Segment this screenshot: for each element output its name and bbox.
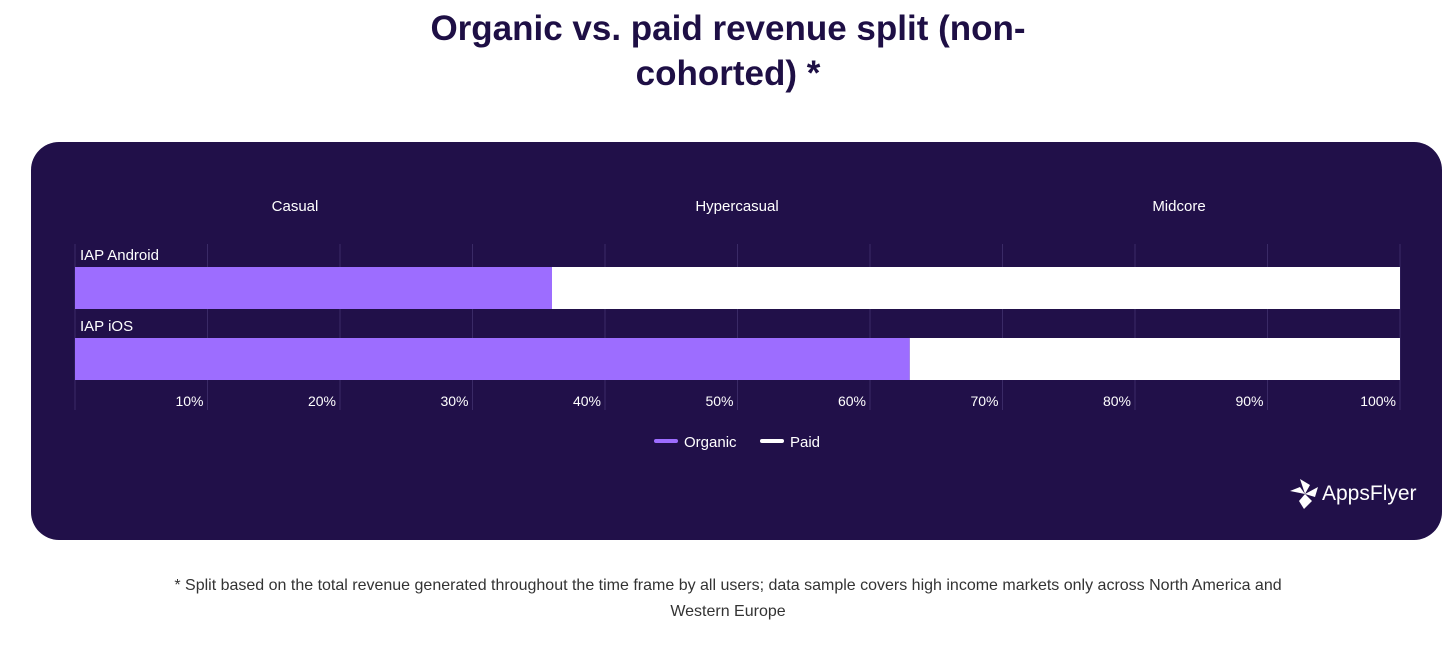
column-header: Hypercasual xyxy=(695,198,778,215)
category-label: IAP Android xyxy=(80,247,159,264)
x-tick-label: 50% xyxy=(705,393,733,409)
legend-label: Organic xyxy=(684,434,737,451)
logo-text: AppsFlyer xyxy=(1322,482,1417,505)
column-header: Midcore xyxy=(1152,198,1205,215)
x-tick-label: 60% xyxy=(838,393,866,409)
bar-organic xyxy=(75,267,552,309)
x-tick-label: 70% xyxy=(970,393,998,409)
legend-swatch-organic xyxy=(654,439,678,443)
x-tick-label: 100% xyxy=(1360,393,1396,409)
bar-paid xyxy=(552,267,1400,309)
x-tick-label: 30% xyxy=(440,393,468,409)
column-header: Casual xyxy=(272,198,319,215)
category-label: IAP iOS xyxy=(80,318,133,335)
x-tick-label: 20% xyxy=(308,393,336,409)
chart-title: Organic vs. paid revenue split (non-coho… xyxy=(430,9,1026,93)
x-tick-label: 80% xyxy=(1103,393,1131,409)
footnote: * Split based on the total revenue gener… xyxy=(174,577,1282,620)
x-tick-label: 10% xyxy=(175,393,203,409)
legend-swatch-paid xyxy=(760,439,784,443)
appsflyer-logo-icon xyxy=(1290,479,1318,509)
bar-paid xyxy=(909,338,1400,380)
bar-organic xyxy=(75,338,910,380)
x-tick-label: 90% xyxy=(1235,393,1263,409)
appsflyer-logo: AppsFlyer xyxy=(1288,477,1417,511)
legend-label: Paid xyxy=(790,434,820,451)
x-tick-label: 40% xyxy=(573,393,601,409)
